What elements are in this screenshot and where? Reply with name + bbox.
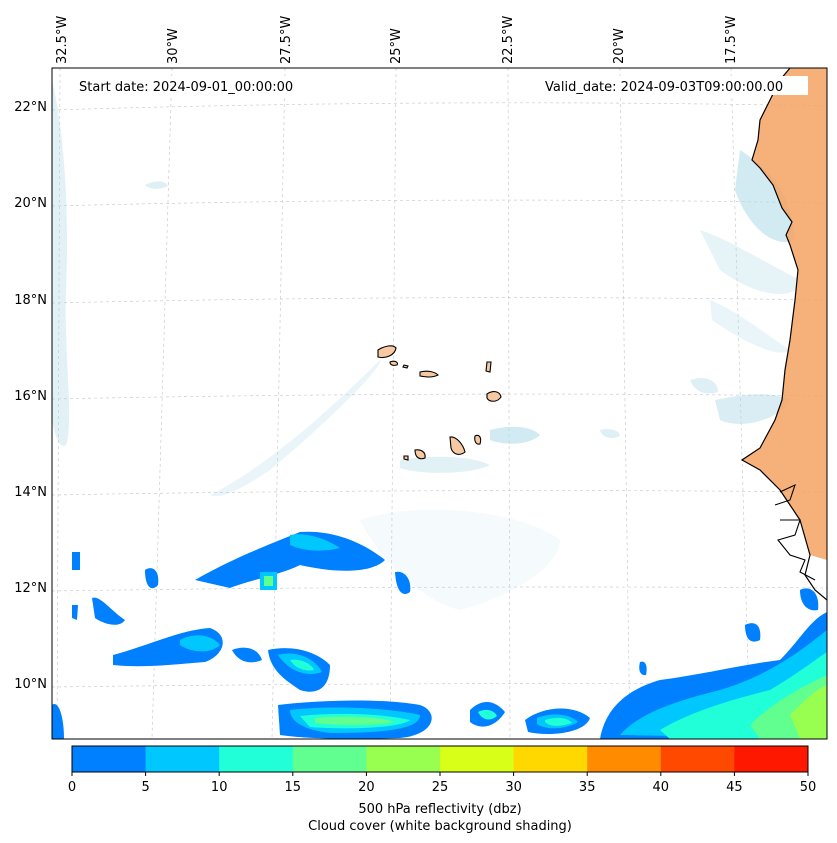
lat-tick-label: 20°N (14, 196, 47, 211)
colorbar-segment (366, 746, 441, 772)
colorbar-segment (219, 746, 294, 772)
lat-tick-label: 16°N (14, 389, 47, 404)
lon-tick-label: 25°W (389, 28, 404, 64)
colorbar-tick-label: 15 (285, 780, 302, 795)
colorbar-tick-label: 45 (726, 780, 743, 795)
colorbar-tick-label: 30 (505, 780, 522, 795)
lon-tick-label: 20°W (612, 28, 627, 64)
gambia-border (774, 483, 796, 506)
colorbar-segment (587, 746, 662, 772)
start-date-label: Start date: 2024-09-01_00:00:00 (79, 80, 293, 95)
colorbar-segment (292, 746, 367, 772)
cape-verde-islands (377, 345, 502, 461)
map-frame (51, 67, 828, 740)
colorbar-tick-label: 40 (653, 780, 670, 795)
colorbar-label-line2: Cloud cover (white background shading) (308, 819, 572, 834)
colorbar: 0 5 10 15 20 25 30 35 40 45 50 (68, 745, 817, 795)
colorbar-segment (660, 746, 735, 772)
colorbar-segment (734, 746, 809, 772)
colorbar-tick-label: 5 (141, 780, 149, 795)
lon-tick-label: 30°W (166, 28, 181, 64)
colorbar-tick-label: 50 (800, 780, 817, 795)
colorbar-tick-label: 25 (432, 780, 449, 795)
colorbar-tick-label: 20 (358, 780, 375, 795)
lat-tick-label: 14°N (14, 485, 47, 500)
lat-tick-label: 12°N (14, 581, 47, 596)
valid-date-label: Valid_date: 2024-09-03T09:00:00.00 (545, 80, 783, 95)
colorbar-segment (145, 746, 220, 772)
colorbar-segment (513, 746, 588, 772)
lat-tick-label: 18°N (14, 293, 47, 308)
lat-gridlines (52, 102, 827, 688)
lon-tick-label: 27.5°W (279, 16, 294, 64)
reflectivity-field (52, 531, 827, 739)
africa-coastline (740, 68, 827, 601)
colorbar-tick-label: 0 (68, 780, 76, 795)
lat-tick-labels: 22°N 20°N 18°N 16°N 14°N 12°N 10°N (14, 100, 47, 692)
valid-date-box (538, 76, 808, 95)
lon-tick-label: 32.5°W (55, 16, 70, 64)
map-panel (52, 68, 827, 739)
lon-tick-labels: 32.5°W 30°W 27.5°W 25°W 22.5°W 20°W 17.5… (55, 16, 739, 64)
start-date-box (72, 76, 312, 95)
lat-tick-label: 10°N (14, 677, 47, 692)
colorbar-segment (72, 746, 147, 772)
colorbar-label-line1: 500 hPa reflectivity (dbz) (358, 802, 521, 817)
africa-landmass (742, 68, 827, 560)
guinea-bissau-coast (777, 519, 816, 581)
lon-tick-label: 17.5°W (724, 16, 739, 64)
colorbar-tick-label: 10 (211, 780, 228, 795)
cloud-cover-shading (52, 80, 800, 610)
lon-tick-label: 22.5°W (501, 16, 516, 64)
colorbar-tick-label: 35 (579, 780, 596, 795)
lat-tick-label: 22°N (14, 100, 47, 115)
colorbar-segment (440, 746, 515, 772)
